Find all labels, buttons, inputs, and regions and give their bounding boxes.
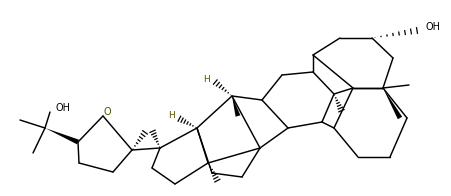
Text: OH: OH bbox=[425, 22, 440, 32]
Text: H: H bbox=[168, 111, 175, 120]
Text: O: O bbox=[103, 107, 111, 117]
Polygon shape bbox=[232, 96, 240, 117]
Polygon shape bbox=[383, 88, 402, 119]
Text: OH: OH bbox=[56, 103, 71, 113]
Polygon shape bbox=[45, 128, 79, 144]
Text: H: H bbox=[203, 74, 210, 83]
